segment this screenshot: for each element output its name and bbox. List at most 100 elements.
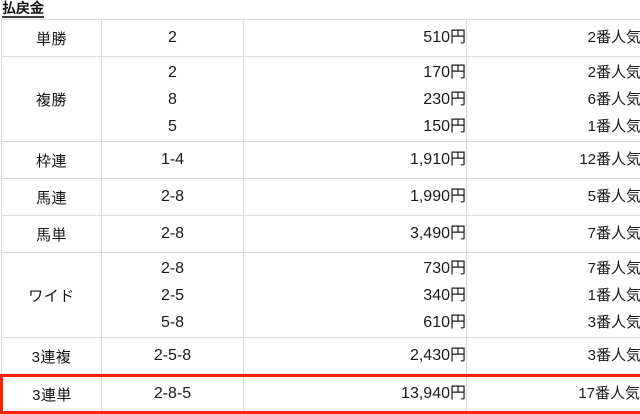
bet-type-label: 単勝 (2, 20, 102, 57)
bet-type-label-text: 3連複 (32, 349, 72, 366)
popularity-rank-group: 12番人気 (467, 143, 640, 177)
combination: 8 (102, 86, 243, 113)
popularity-rank: 2番人気 (467, 59, 640, 86)
combination-group: 2-8-5 (102, 377, 243, 411)
popularity-rank-group: 3番人気 (467, 339, 640, 373)
combination-cell: 2-8 (102, 216, 244, 253)
bet-type-label-text: 馬単 (36, 227, 67, 244)
bet-type-label: ワイド (2, 253, 102, 338)
popularity-rank: 5番人気 (467, 180, 640, 214)
combination-group: 2-5-8 (102, 339, 243, 373)
payout-amount: 1,910円 (244, 143, 466, 177)
payout-amount-cell: 510円 (244, 20, 467, 57)
bet-type-label-text: 枠連 (36, 153, 67, 170)
popularity-rank-group: 2番人気 (467, 21, 640, 55)
popularity-rank-group: 5番人気 (467, 180, 640, 214)
popularity-rank: 1番人気 (467, 282, 640, 309)
combination: 5-8 (102, 309, 243, 336)
popularity-rank: 3番人気 (467, 309, 640, 336)
combination: 2 (102, 21, 243, 55)
payout-amount: 340円 (244, 282, 466, 309)
combination-group: 2 (102, 21, 243, 55)
combination: 2-5-8 (102, 339, 243, 373)
payout-amount-group: 1,990円 (244, 180, 466, 214)
payout-amount-cell: 2,430円 (244, 338, 467, 376)
payout-amount-group: 1,910円 (244, 143, 466, 177)
combination: 5 (102, 113, 243, 140)
bet-type-label-text: ワイド (28, 288, 75, 305)
popularity-rank-cell: 3番人気 (467, 338, 640, 376)
payout-amount-group: 13,940円 (244, 377, 466, 411)
popularity-rank-group: 7番人気 (467, 217, 640, 251)
payout-amount: 3,490円 (244, 217, 466, 251)
bet-type-label-text: 3連単 (32, 387, 72, 404)
payout-amount-cell: 1,990円 (244, 179, 467, 216)
popularity-rank: 12番人気 (467, 143, 640, 177)
popularity-rank: 7番人気 (467, 217, 640, 251)
popularity-rank-cell: 7番人気 (467, 216, 640, 253)
payout-amount-group: 510円 (244, 21, 466, 55)
payout-amount: 730円 (244, 255, 466, 282)
combination-group: 1-4 (102, 143, 243, 177)
payout-amount-group: 2,430円 (244, 339, 466, 373)
bet-type-label-text: 馬連 (36, 190, 67, 207)
payout-amount: 150円 (244, 113, 466, 140)
page-title-text: 払戻金 (2, 1, 44, 18)
combination: 2-8-5 (102, 377, 243, 411)
payout-amount: 13,940円 (244, 377, 466, 411)
combination-group: 2-8 (102, 180, 243, 214)
popularity-rank-cell: 12番人気 (467, 142, 640, 179)
popularity-rank: 1番人気 (467, 113, 640, 140)
bet-type-label: 枠連 (2, 142, 102, 179)
combination: 2-5 (102, 282, 243, 309)
payout-amount: 1,990円 (244, 180, 466, 214)
combination-cell: 2-5-8 (102, 338, 244, 376)
bet-type-label-text: 単勝 (36, 31, 67, 48)
payout-amount: 610円 (244, 309, 466, 336)
popularity-rank-cell: 5番人気 (467, 179, 640, 216)
payout-amount-cell: 1,910円 (244, 142, 467, 179)
bet-type-label-text: 複勝 (36, 92, 67, 109)
popularity-rank-cell: 2番人気 (467, 20, 640, 57)
payout-amount: 230円 (244, 86, 466, 113)
combination-cell: 2 (102, 20, 244, 57)
popularity-rank: 3番人気 (467, 339, 640, 373)
page-title: 払戻金 (0, 0, 640, 19)
combination: 2 (102, 59, 243, 86)
popularity-rank: 17番人気 (467, 377, 640, 411)
combination-group: 2-8 (102, 217, 243, 251)
combination: 2-8 (102, 180, 243, 214)
popularity-rank: 6番人気 (467, 86, 640, 113)
bet-type-label: 馬単 (2, 216, 102, 253)
bet-type-label: 馬連 (2, 179, 102, 216)
payout-amount: 2,430円 (244, 339, 466, 373)
combination: 2-8 (102, 217, 243, 251)
combination: 2-8 (102, 255, 243, 282)
combination-cell: 2-8 (102, 179, 244, 216)
payout-amount: 170円 (244, 59, 466, 86)
bet-type-label: 複勝 (2, 57, 102, 142)
popularity-rank: 7番人気 (467, 255, 640, 282)
